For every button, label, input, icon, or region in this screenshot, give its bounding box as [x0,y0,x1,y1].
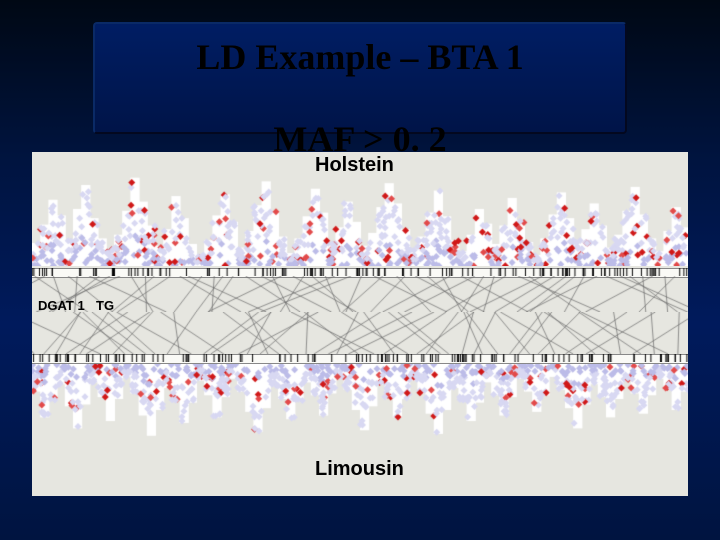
marker-track-top-canvas [32,268,688,276]
gene-label-dgat1: DGAT 1 [38,298,85,313]
title-line1: LD Example – BTA 1 [196,37,523,77]
title-text: LD Example – BTA 1 MAF > 0. 2 [196,0,523,161]
marker-track-bottom-canvas [32,354,688,362]
gene-label-tg: TG [96,298,114,313]
top-ld-triangle [32,174,688,266]
chart-area: Holstein DGAT 1 TG Limousin [32,152,688,496]
connectors-top [32,276,688,312]
bottom-ld-triangle [32,364,688,456]
title-box: LD Example – BTA 1 MAF > 0. 2 [93,22,627,134]
connectors-bottom [32,312,688,354]
bottom-breed-label: Limousin [315,458,404,481]
